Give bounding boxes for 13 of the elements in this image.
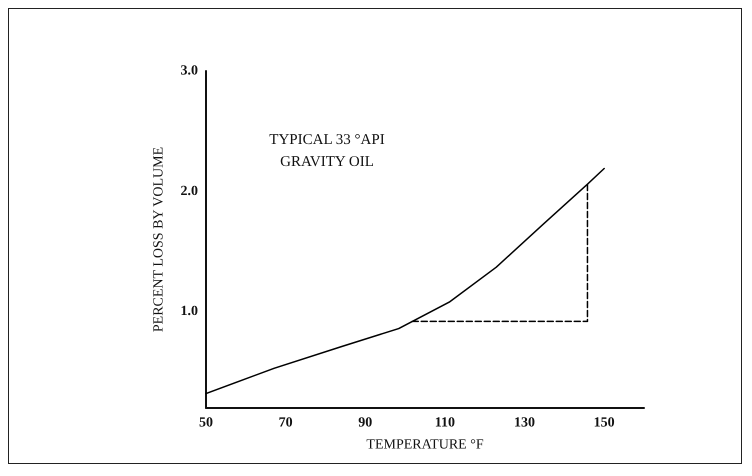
line-series	[205, 168, 605, 394]
x-tick-label: 110	[434, 416, 456, 430]
y-tick-label: 1.0	[180, 304, 198, 320]
y-axis-title: PERCENT LOSS BY VOLUME	[152, 146, 166, 332]
annotation: TYPICAL 33 °API GRAVITY OIL	[269, 132, 385, 170]
x-tick-label: 50	[199, 416, 213, 430]
y-tick-label: 3.0	[180, 64, 198, 78]
x-tick-label: 150	[594, 416, 615, 430]
x-axis-title: TEMPERATURE °F	[366, 438, 484, 452]
x-tick-label: 70	[278, 416, 293, 430]
x-tick-label: 90	[358, 416, 372, 430]
y-tick-label: 2.0	[180, 184, 198, 199]
x-tick-label: 130	[514, 416, 536, 430]
